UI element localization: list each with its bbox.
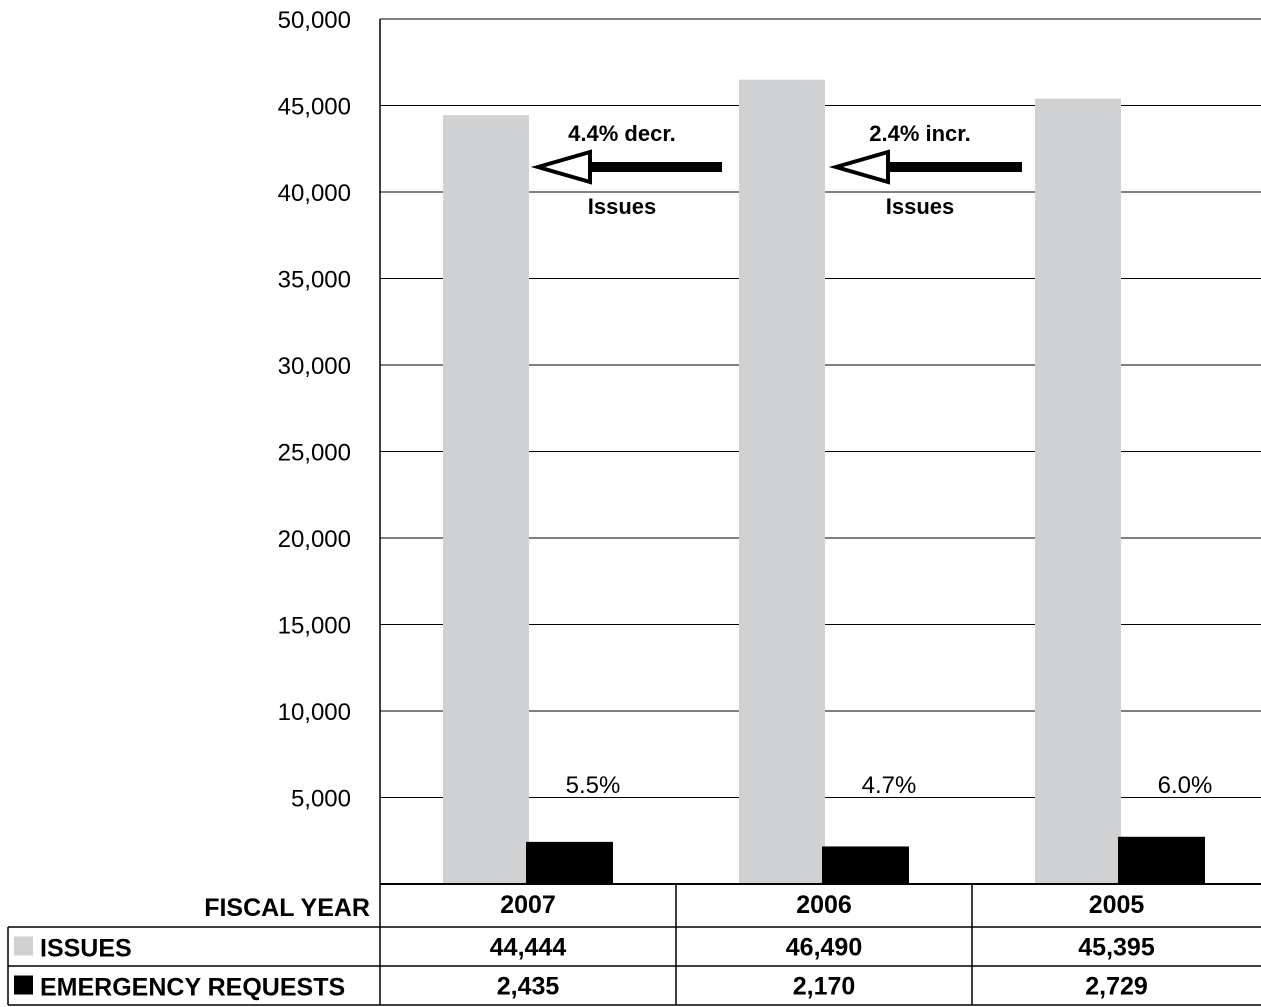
table-year-header: 2007 <box>500 891 556 919</box>
percent-label: 6.0% <box>1158 772 1213 799</box>
y-tick-label: 45,000 <box>278 94 351 121</box>
arrow-shaft <box>588 162 722 172</box>
arrow-head <box>828 149 890 185</box>
y-tick-label: 40,000 <box>278 180 351 207</box>
y-tick-label: 25,000 <box>278 440 351 467</box>
annotation-change-label: 4.4% decr. <box>568 121 676 146</box>
bars <box>380 79 1261 885</box>
bar-issues-2005 <box>1035 98 1121 884</box>
percent-label: 5.5% <box>566 772 621 799</box>
annotation-series-label: Issues <box>588 194 657 219</box>
table-header-label: FISCAL YEAR <box>204 894 370 922</box>
bar-issues-2007 <box>443 115 529 885</box>
y-tick-label: 30,000 <box>278 353 351 380</box>
bar-emergency-requests-2006 <box>822 846 909 884</box>
table-year-header: 2006 <box>796 891 852 919</box>
percent-label: 4.7% <box>862 772 917 799</box>
y-tick-label: 5,000 <box>291 786 351 813</box>
annotation-change-label: 2.4% incr. <box>869 121 971 146</box>
bar-issues-2006 <box>739 79 825 884</box>
y-tick-label: 15,000 <box>278 613 351 640</box>
annotation-arrow-group: 2.4% incr. Issues <box>828 121 1022 219</box>
table-row-label: EMERGENCY REQUESTS <box>40 974 345 1002</box>
legend-swatch <box>14 975 33 995</box>
y-axis-tick-labels: 5,000 10,000 15,000 20,000 25,000 30,000 35,00… <box>278 7 351 813</box>
y-tick-label: 20,000 <box>278 526 351 553</box>
data-table: FISCAL YEAR 2007 2006 2005 ISSUES 44,444 46,49… <box>7 884 1261 1006</box>
y-tick-label: 10,000 <box>278 699 351 726</box>
table-cell-value: 2,170 <box>793 973 856 1001</box>
bar-emergency-requests-2007 <box>526 841 613 884</box>
table-cell-value: 46,490 <box>786 934 862 962</box>
percent-labels: 5.5% 4.7% 6.0% <box>566 772 1213 799</box>
bar-emergency-requests-2005 <box>1118 836 1205 884</box>
arrow-head <box>530 149 592 185</box>
legend-swatch <box>14 936 33 956</box>
y-tick-label: 35,000 <box>278 267 351 294</box>
arrow-shaft <box>886 162 1022 172</box>
table-cell-value: 45,395 <box>1078 934 1155 962</box>
table-cell-value: 2,729 <box>1085 973 1148 1001</box>
table-cell-value: 2,435 <box>497 973 560 1001</box>
table-cell-value: 44,444 <box>490 934 567 962</box>
annotation-arrow-group: 4.4% decr. Issues <box>530 121 722 219</box>
annotations: 4.4% decr. Issues 2.4% incr. Issues <box>530 121 1022 219</box>
table-year-header: 2005 <box>1089 891 1145 919</box>
annotation-series-label: Issues <box>886 194 955 219</box>
table-row-label: ISSUES <box>40 935 132 963</box>
y-tick-label: 50,000 <box>278 7 351 34</box>
